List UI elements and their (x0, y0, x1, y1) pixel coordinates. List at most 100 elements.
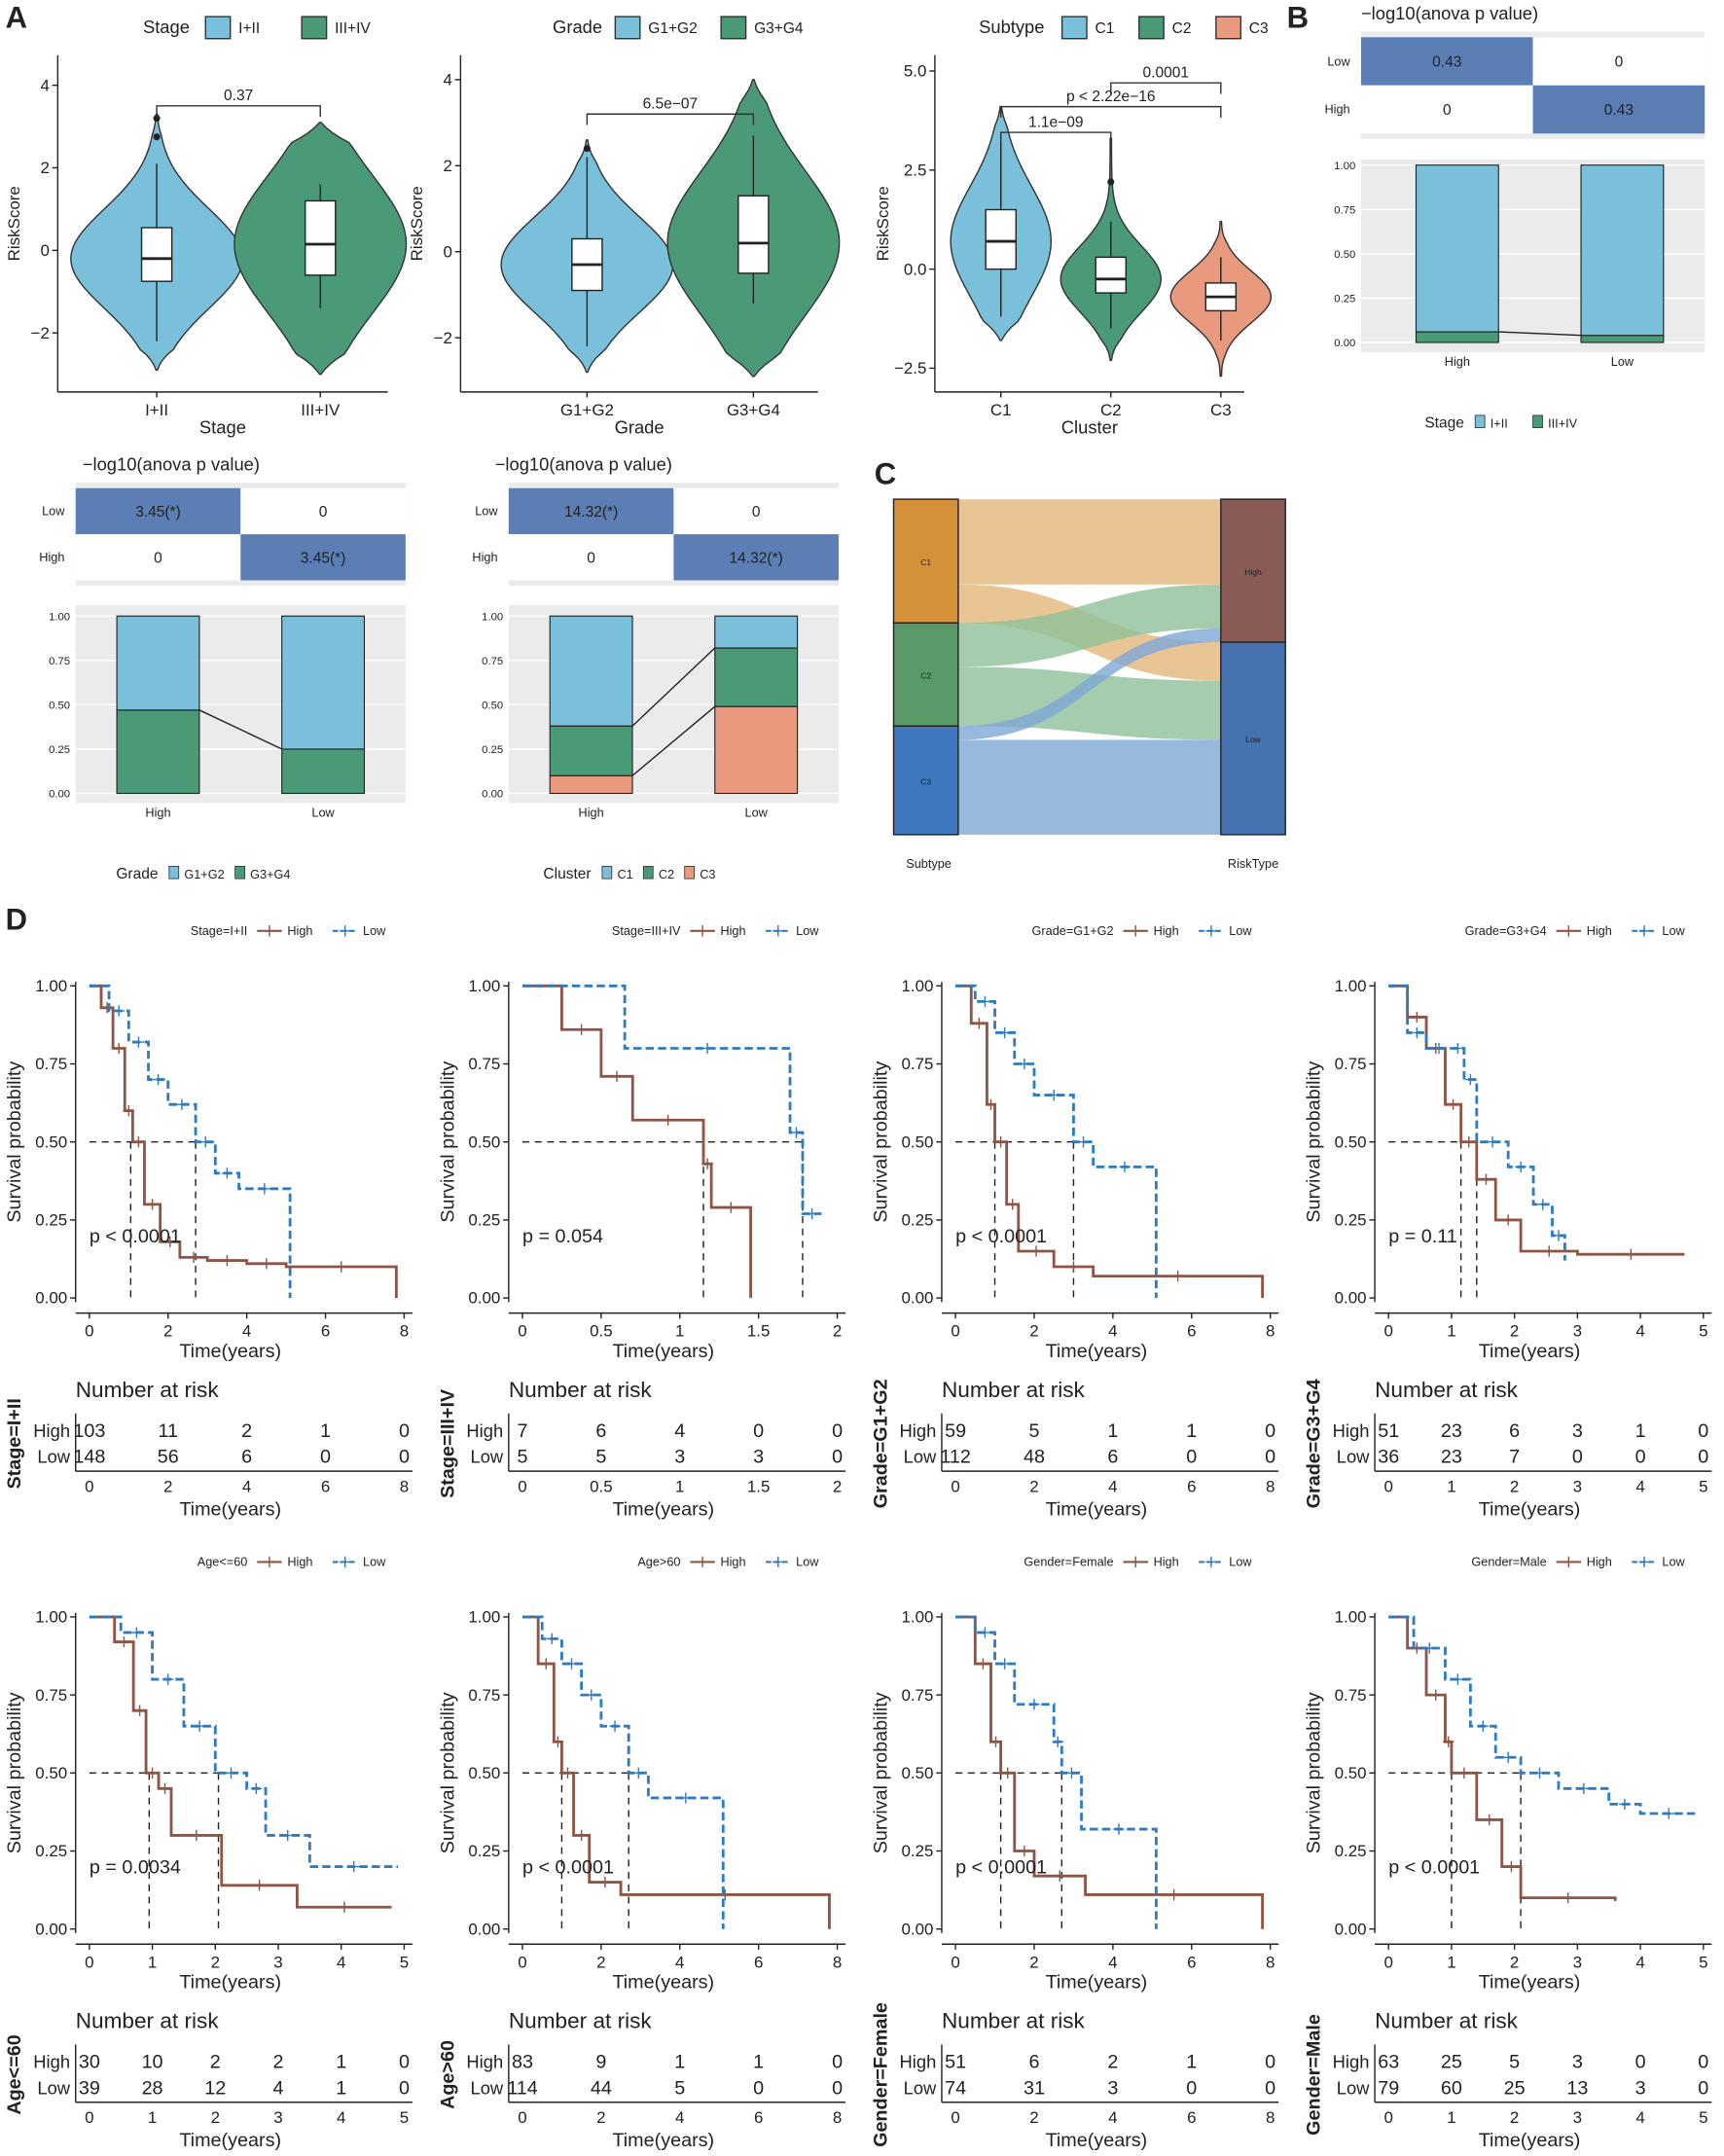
censor-mark (1433, 1042, 1445, 1055)
legend-label: Low (796, 1555, 819, 1569)
risk-count: 5 (1509, 2051, 1520, 2072)
risk-count: 0 (832, 1420, 843, 1442)
x-tick-label: Low (311, 806, 335, 820)
censor-mark (998, 1658, 1011, 1670)
risk-count: 13 (1566, 2077, 1588, 2099)
x-tick-label: 4 (337, 1953, 345, 1971)
x-tick-label: 6 (1187, 1322, 1196, 1341)
x-tick-label: 0 (951, 1953, 959, 1971)
censor-mark (146, 1199, 159, 1210)
censor-mark (282, 1829, 294, 1842)
censor-mark (1443, 1736, 1455, 1747)
legend-swatch (601, 865, 613, 880)
legend-swatch (301, 16, 328, 40)
risk-count: 0 (832, 1447, 843, 1468)
risk-x-axis-label: Time(years) (1046, 1498, 1148, 1520)
risk-count: 1 (336, 2077, 346, 2099)
censor-mark-icon (264, 1556, 275, 1568)
y-axis-label: Survival probability (4, 1061, 25, 1223)
y-tick-label: 0.25 (1335, 1211, 1367, 1230)
censor-mark (1484, 1814, 1495, 1826)
risk-count: 31 (1024, 2077, 1045, 2099)
y-tick-label: 0.50 (1335, 1764, 1367, 1782)
y-tick-label: 0.50 (468, 1132, 500, 1151)
panel-title: −log10(anova p value) (495, 453, 672, 474)
bar-segment (116, 709, 200, 795)
x-tick-label: 4 (242, 1322, 251, 1341)
censor-mark (586, 1689, 597, 1701)
censor-mark-icon (1562, 1556, 1574, 1568)
censor-mark (1537, 1199, 1549, 1210)
node-High (1220, 498, 1286, 643)
risk-row-label: Low (470, 2077, 503, 2098)
risk-count: 0 (832, 2051, 843, 2072)
censor-mark (146, 1767, 159, 1779)
y-tick-label: 1.00 (1335, 977, 1367, 995)
risk-x-tick-label: 4 (1635, 2108, 1644, 2127)
risk-count: 0 (399, 2051, 410, 2072)
x-tick-label: G3+G4 (727, 401, 780, 419)
comparison-bracket (1000, 105, 1222, 118)
x-tick-label: 1 (675, 1322, 684, 1341)
risk-count: 51 (945, 2051, 966, 2072)
survival-curve-low (89, 984, 292, 1299)
risk-count: 1 (753, 2051, 764, 2072)
x-tick-label: 1.5 (747, 1322, 771, 1341)
heatmap-value: 0 (1443, 102, 1452, 119)
y-tick-label: 0.75 (902, 1055, 934, 1073)
survival-curve-high (89, 984, 398, 1299)
flow-C1-High (957, 499, 1221, 585)
risk-x-tick-label: 0 (85, 1477, 93, 1495)
x-tick-label: 3 (1573, 1322, 1582, 1341)
y-tick-label: 0.25 (902, 1842, 934, 1860)
axis-label: RiskType (1228, 856, 1278, 871)
censor-mark-icon (772, 1556, 784, 1568)
y-tick-label: 0 (40, 241, 49, 260)
censor-mark (194, 1720, 205, 1732)
p-value-label: p = 0.0034 (90, 1857, 181, 1879)
x-tick-label: 4 (1635, 1322, 1644, 1341)
censor-mark (113, 1042, 125, 1055)
risk-count: 3 (1572, 2051, 1583, 2072)
p-value-label: p < 0.0001 (522, 1857, 614, 1879)
risk-count: 79 (1378, 2077, 1399, 2099)
x-tick-label: 2 (211, 1953, 220, 1971)
node-label: C3 (920, 776, 931, 786)
x-tick-label: 8 (1266, 1953, 1275, 1971)
censor-mark (1054, 1870, 1065, 1882)
x-tick-label: Low (745, 806, 769, 820)
x-tick-label: C3 (1210, 401, 1232, 419)
heatmap-value: 0 (752, 504, 761, 521)
violin-plot-stage: −2 0 2 4 RiskScore Stage Stage I+II III+IV I+II II… (5, 16, 408, 437)
censor-mark (1119, 1161, 1131, 1173)
connector-line (1498, 331, 1582, 337)
heatmap-row-label: High (472, 550, 497, 564)
p-value-label: 1.1e−09 (1028, 114, 1084, 130)
heatmap-row-label: High (1325, 102, 1350, 117)
y-tick-label: 4 (40, 76, 49, 94)
censor-mark (1411, 1011, 1422, 1024)
risk-x-tick-label: 3 (1573, 2108, 1582, 2127)
x-tick-label: 3 (1573, 1953, 1582, 1971)
legend-swatch (1215, 16, 1242, 40)
x-tick-label: 8 (400, 1322, 409, 1341)
risk-x-tick-label: 1.5 (747, 1477, 771, 1495)
censor-mark (575, 1024, 588, 1035)
risk-strata-label: Grade=G1+G2 (870, 1379, 891, 1508)
bar-segment (549, 615, 633, 727)
legend-label: High (720, 923, 745, 938)
y-tick-label: 0.75 (1335, 1055, 1367, 1073)
risk-x-tick-label: 5 (400, 2108, 409, 2127)
risk-x-tick-label: 4 (1108, 1477, 1117, 1495)
censor-mark (1065, 1767, 1078, 1779)
axis-label: Subtype (906, 856, 952, 871)
censor-mark (1562, 1891, 1574, 1904)
p-value-label: p < 0.0001 (90, 1226, 181, 1247)
y-tick-label: −2 (31, 324, 50, 342)
x-tick-label: 6 (321, 1322, 330, 1341)
x-tick-label: 1 (1447, 1322, 1455, 1341)
y-tick-label: 0.00 (49, 789, 70, 801)
censor-mark (807, 1207, 818, 1220)
risk-x-tick-label: 8 (833, 2108, 842, 2127)
